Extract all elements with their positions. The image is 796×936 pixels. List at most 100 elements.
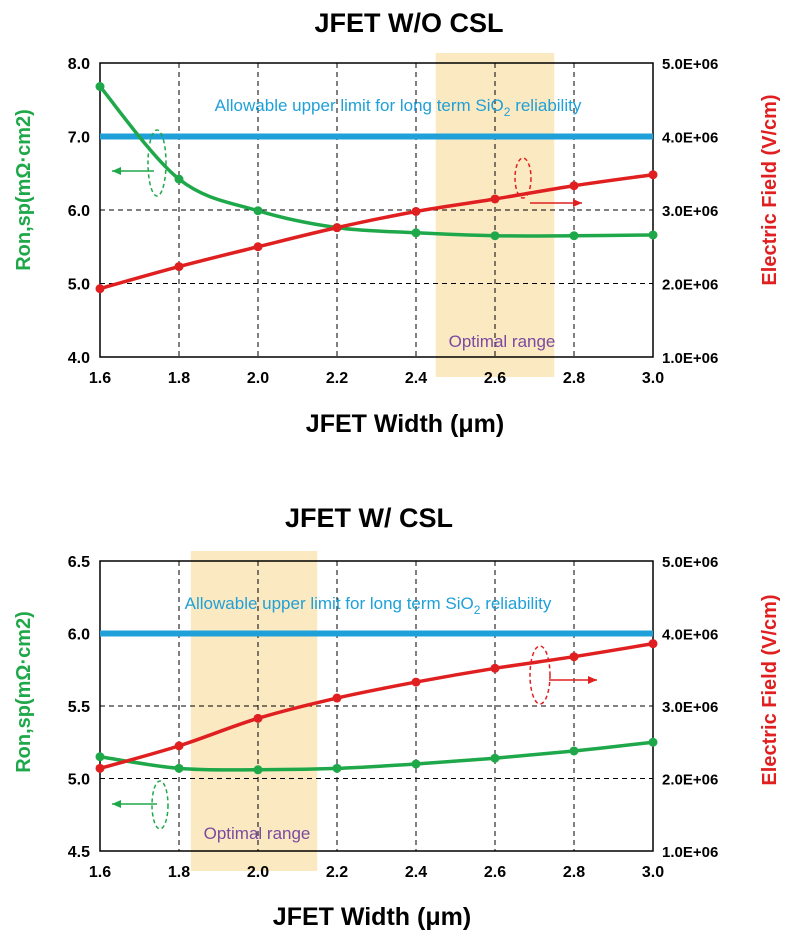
- limit-line-label: Allowable upper limit for long term SiO2…: [215, 96, 582, 119]
- right-y-tick-label: 3.0E+06: [662, 203, 718, 220]
- data-point-ron: [411, 228, 421, 238]
- data-point-electric-field: [569, 181, 579, 191]
- series-line-ron: [99, 740, 654, 772]
- dashed-ellipse-marker: [147, 129, 167, 197]
- chart-title: JFET W/ CSL: [285, 503, 453, 533]
- data-point-electric-field: [569, 652, 579, 662]
- data-point-ron: [174, 763, 184, 773]
- data-point-electric-field: [95, 284, 105, 294]
- data-point-ron: [174, 174, 184, 184]
- left-y-tick-label: 5.0: [68, 277, 90, 294]
- left-y-tick-label: 7.0: [68, 130, 90, 147]
- data-point-electric-field: [648, 639, 658, 649]
- left-y-tick-label: 5.5: [68, 699, 90, 716]
- data-point-ron: [490, 753, 500, 763]
- right-y-tick-label: 2.0E+06: [662, 772, 718, 789]
- left-y-axis-title: Ron,sp(mΩ·cm2): [13, 611, 35, 773]
- data-point-electric-field: [332, 223, 342, 233]
- arrow-head-icon: [588, 676, 597, 684]
- data-point-electric-field: [648, 170, 658, 180]
- left-y-tick-label: 4.5: [68, 844, 90, 861]
- x-tick-label: 2.0: [247, 864, 269, 881]
- right-y-tick-label: 5.0E+06: [662, 554, 718, 571]
- x-tick-label: 1.8: [168, 864, 190, 881]
- x-tick-label: 1.6: [89, 864, 111, 881]
- optimal-range-label: Optimal range: [204, 824, 311, 843]
- right-y-tick-labels: 1.0E+06 2.0E+06 3.0E+06 4.0E+06 5.0E+06: [662, 56, 718, 367]
- left-y-tick-label: 6.0: [68, 203, 90, 220]
- data-point-electric-field: [253, 242, 263, 252]
- left-y-axis-title: Ron,sp(mΩ·cm2): [13, 109, 35, 271]
- optimal-range-band: [435, 53, 555, 377]
- x-tick-label: 2.2: [326, 370, 348, 387]
- chart-with-csl: JFET W/ CSL Allowable upper limit for lo…: [13, 503, 781, 931]
- data-point-ron: [253, 765, 263, 775]
- dashed-ellipse-marker: [529, 645, 551, 705]
- right-y-tick-label: 5.0E+06: [662, 56, 718, 73]
- plot-frame: [99, 62, 654, 358]
- right-y-tick-label: 4.0E+06: [662, 627, 718, 644]
- data-point-ron: [411, 759, 421, 769]
- axis-indicator-annotations: [112, 129, 582, 207]
- data-point-electric-field: [95, 763, 105, 773]
- x-tick-label: 3.0: [642, 370, 664, 387]
- right-y-tick-label: 1.0E+06: [662, 844, 718, 861]
- dashed-ellipse-marker: [151, 780, 169, 830]
- data-point-electric-field: [411, 206, 421, 216]
- data-point-electric-field: [174, 262, 184, 272]
- right-y-tick-labels: 1.0E+06 2.0E+06 3.0E+06 4.0E+06 5.0E+06: [662, 554, 718, 861]
- x-tick-label: 1.6: [89, 370, 111, 387]
- data-point-electric-field: [490, 194, 500, 204]
- arrow-head-icon: [573, 199, 582, 207]
- data-point-electric-field: [174, 741, 184, 751]
- data-point-ron: [648, 230, 658, 240]
- data-series: [95, 639, 658, 775]
- left-y-tick-label: 6.0: [68, 627, 90, 644]
- x-tick-labels: 1.6 1.8 2.0 2.2 2.4 2.6 2.8 3.0: [89, 864, 664, 881]
- optimal-range-label: Optimal range: [449, 332, 556, 351]
- data-point-ron: [648, 737, 658, 747]
- x-tick-label: 2.4: [405, 370, 427, 387]
- limit-line-label: Allowable upper limit for long term SiO2…: [185, 594, 552, 617]
- data-point-ron: [569, 746, 579, 756]
- x-tick-label: 2.8: [563, 370, 585, 387]
- data-point-electric-field: [411, 677, 421, 687]
- data-point-ron: [95, 82, 105, 92]
- chart-title: JFET W/O CSL: [315, 8, 504, 38]
- x-tick-label: 2.6: [484, 370, 506, 387]
- right-y-axis-title: Electric Field (V/cm): [759, 94, 781, 285]
- x-tick-label: 2.0: [247, 370, 269, 387]
- left-y-tick-labels: 4.0 5.0 6.0 7.0 8.0: [68, 56, 90, 367]
- x-tick-label: 2.4: [405, 864, 427, 881]
- data-point-ron: [332, 763, 342, 773]
- left-y-tick-labels: 4.5 5.0 5.5 6.0 6.5: [68, 554, 90, 861]
- arrow-head-icon: [112, 800, 121, 808]
- right-y-tick-label: 4.0E+06: [662, 130, 718, 147]
- dashed-ellipse-marker: [514, 157, 532, 199]
- x-axis-title: JFET Width (μm): [306, 410, 504, 438]
- chart-without-csl: JFET W/O CSL Allowable upper limit for l…: [13, 8, 781, 438]
- data-point-electric-field: [332, 693, 342, 703]
- left-y-tick-label: 5.0: [68, 772, 90, 789]
- x-tick-label: 2.6: [484, 864, 506, 881]
- right-y-axis-title: Electric Field (V/cm): [759, 594, 781, 785]
- x-tick-label: 3.0: [642, 864, 664, 881]
- data-point-ron: [253, 206, 263, 216]
- axis-indicator-annotations: [112, 645, 597, 830]
- x-tick-label: 2.8: [563, 864, 585, 881]
- right-y-tick-label: 3.0E+06: [662, 699, 718, 716]
- data-point-ron: [490, 231, 500, 241]
- x-tick-labels: 1.6 1.8 2.0 2.2 2.4 2.6 2.8 3.0: [89, 370, 664, 387]
- plot-frame: [99, 560, 654, 852]
- arrow-head-icon: [112, 167, 121, 175]
- left-y-tick-label: 6.5: [68, 554, 90, 571]
- data-point-ron: [569, 231, 579, 241]
- optimal-range-band: [190, 551, 318, 871]
- x-tick-label: 1.8: [168, 370, 190, 387]
- data-point-electric-field: [490, 663, 500, 673]
- x-tick-label: 2.2: [326, 864, 348, 881]
- left-y-tick-label: 4.0: [68, 350, 90, 367]
- right-y-tick-label: 1.0E+06: [662, 350, 718, 367]
- right-y-tick-label: 2.0E+06: [662, 277, 718, 294]
